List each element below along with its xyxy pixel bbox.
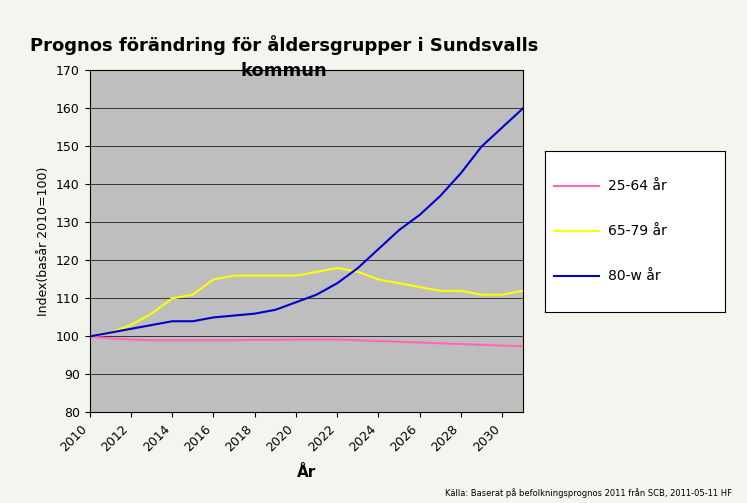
25-64 år: [498, 343, 506, 349]
80-w år: [374, 246, 383, 252]
65-79 år: [209, 277, 218, 283]
80-w år: [147, 322, 156, 328]
Text: 80-w år: 80-w år: [608, 270, 660, 284]
25-64 år: [394, 339, 403, 345]
80-w år: [477, 143, 486, 149]
80-w år: [271, 307, 280, 313]
25-64 år: [291, 337, 300, 343]
65-79 år: [167, 295, 176, 301]
25-64 år: [271, 337, 280, 343]
65-79 år: [415, 284, 424, 290]
65-79 år: [85, 333, 94, 340]
65-79 år: [106, 329, 115, 336]
25-64 år: [374, 338, 383, 344]
65-79 år: [394, 280, 403, 286]
25-64 år: [167, 337, 176, 343]
65-79 år: [250, 273, 259, 279]
80-w år: [209, 314, 218, 320]
65-79 år: [353, 269, 362, 275]
25-64 år: [415, 340, 424, 346]
25-64 år: [312, 337, 321, 343]
25-64 år: [456, 341, 465, 347]
80-w år: [436, 193, 445, 199]
Y-axis label: Index(basår 2010=100): Index(basår 2010=100): [37, 167, 51, 316]
65-79 år: [126, 322, 135, 328]
80-w år: [394, 227, 403, 233]
Text: Prognos förändring för åldersgrupper i Sundsvalls
kommun: Prognos förändring för åldersgrupper i S…: [30, 35, 538, 80]
80-w år: [518, 106, 527, 112]
65-79 år: [518, 288, 527, 294]
65-79 år: [477, 292, 486, 298]
65-79 år: [456, 288, 465, 294]
80-w år: [456, 170, 465, 176]
25-64 år: [518, 344, 527, 350]
65-79 år: [332, 265, 341, 271]
25-64 år: [209, 337, 218, 343]
Text: Källa: Baserat på befolkningsprognos 2011 från SCB, 2011-05-11 HF: Källa: Baserat på befolkningsprognos 201…: [445, 488, 732, 498]
65-79 år: [271, 273, 280, 279]
25-64 år: [250, 337, 259, 343]
80-w år: [250, 311, 259, 317]
65-79 år: [498, 292, 506, 298]
65-79 år: [312, 269, 321, 275]
65-79 år: [188, 292, 197, 298]
80-w år: [85, 333, 94, 340]
80-w år: [126, 326, 135, 332]
65-79 år: [436, 288, 445, 294]
25-64 år: [85, 333, 94, 340]
65-79 år: [291, 273, 300, 279]
Line: 80-w år: 80-w år: [90, 109, 523, 337]
25-64 år: [332, 337, 341, 343]
25-64 år: [188, 337, 197, 343]
25-64 år: [126, 337, 135, 343]
80-w år: [332, 280, 341, 286]
Line: 65-79 år: 65-79 år: [90, 268, 523, 337]
80-w år: [229, 312, 238, 318]
80-w år: [415, 212, 424, 218]
25-64 år: [436, 340, 445, 346]
Line: 25-64 år: 25-64 år: [90, 337, 523, 347]
80-w år: [312, 292, 321, 298]
Text: 25-64 år: 25-64 år: [608, 179, 667, 193]
65-79 år: [147, 311, 156, 317]
25-64 år: [477, 342, 486, 348]
65-79 år: [229, 273, 238, 279]
25-64 år: [106, 336, 115, 342]
80-w år: [167, 318, 176, 324]
80-w år: [498, 124, 506, 130]
80-w år: [291, 299, 300, 305]
25-64 år: [229, 337, 238, 343]
25-64 år: [353, 337, 362, 343]
X-axis label: År: År: [297, 465, 316, 480]
80-w år: [188, 318, 197, 324]
80-w år: [106, 329, 115, 336]
65-79 år: [374, 277, 383, 283]
25-64 år: [147, 337, 156, 343]
Text: 65-79 år: 65-79 år: [608, 224, 667, 238]
80-w år: [353, 265, 362, 271]
